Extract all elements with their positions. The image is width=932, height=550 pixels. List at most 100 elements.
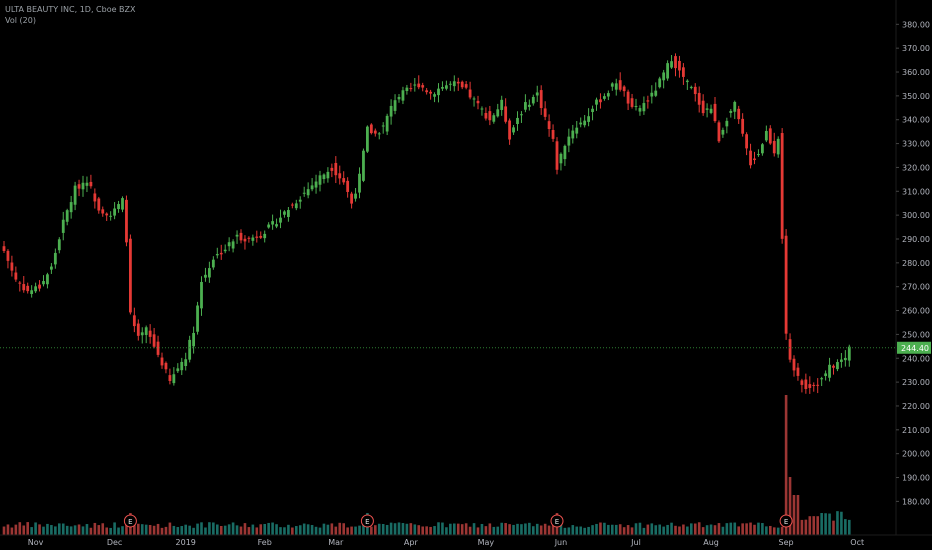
candle <box>595 97 598 111</box>
candle <box>294 199 298 211</box>
candle <box>156 335 160 358</box>
volume-bar <box>425 526 428 535</box>
volume-bar <box>520 524 523 535</box>
candle <box>705 103 709 118</box>
candle <box>516 111 519 131</box>
volume-bar <box>666 524 669 535</box>
volume-bar <box>358 525 361 535</box>
earnings-marker[interactable]: E <box>550 514 564 528</box>
volume-bar <box>579 526 582 535</box>
price-axis[interactable]: 180.00 190.00 200.00 210.00 220.00 230.00 240.… <box>896 20 930 506</box>
volume-bar <box>148 524 152 535</box>
volume-bar <box>575 526 579 535</box>
volume-bar <box>757 522 760 535</box>
candle <box>397 94 401 103</box>
candle <box>488 105 492 126</box>
price-tick-label: 330.00 <box>902 140 930 149</box>
candle <box>480 106 484 116</box>
candle <box>804 373 808 394</box>
candle <box>547 114 551 137</box>
candle <box>456 77 460 91</box>
candle <box>745 132 748 156</box>
volume-bar <box>385 524 389 535</box>
volume-bar <box>776 527 780 535</box>
candle <box>425 88 429 95</box>
volume-bar <box>780 526 784 535</box>
volume-bar <box>121 526 124 535</box>
candle <box>369 123 373 135</box>
volume-bar <box>10 527 14 535</box>
earnings-marker[interactable]: E <box>360 514 374 528</box>
candle <box>302 186 306 197</box>
volume-bar <box>322 523 326 535</box>
volume-bar <box>350 526 353 535</box>
volume-bar <box>117 527 120 535</box>
volume-bar <box>500 522 503 535</box>
candle <box>275 218 278 229</box>
volume-bar <box>460 524 464 535</box>
earnings-marker[interactable]: E <box>779 514 793 528</box>
volume-bar <box>464 523 468 535</box>
price-tick-label: 280.00 <box>902 259 930 268</box>
volume-bar <box>101 523 105 535</box>
candle <box>587 108 590 127</box>
candle <box>50 263 53 274</box>
candle <box>211 256 215 270</box>
volume-bar <box>338 522 342 535</box>
candle <box>658 76 662 89</box>
candle <box>828 357 831 382</box>
price-tick-label: 200.00 <box>902 450 930 459</box>
candle <box>160 352 164 369</box>
candle <box>251 234 255 246</box>
candle <box>618 72 622 92</box>
time-tick-label: Oct <box>850 538 864 547</box>
time-axis[interactable]: Nov Dec 2019 Feb Mar Apr May Jun Jul Aug Sep Oct <box>28 538 864 547</box>
candle <box>413 78 417 92</box>
volume-bar <box>607 524 610 535</box>
candle <box>334 156 338 184</box>
candle <box>527 99 531 111</box>
volume-bar <box>824 513 827 535</box>
volume-bar <box>283 527 286 535</box>
volume-bar <box>456 523 460 535</box>
volume-bar <box>634 523 638 535</box>
candle <box>638 105 642 116</box>
candle <box>559 152 563 171</box>
candle <box>812 382 816 392</box>
candle <box>381 122 385 134</box>
volume-bar <box>812 516 816 535</box>
earnings-marker[interactable]: E <box>123 514 137 528</box>
volume-bar <box>271 522 274 535</box>
candle <box>290 202 294 209</box>
volume-bar <box>219 525 223 535</box>
price-candles <box>2 53 851 394</box>
price-tick-label: 370.00 <box>902 44 930 53</box>
volume-bar <box>69 526 73 535</box>
volume-bar <box>765 526 768 535</box>
volume-bar <box>251 524 255 535</box>
candle <box>385 113 389 136</box>
time-tick-label: May <box>478 538 495 547</box>
volume-bar <box>263 523 266 535</box>
last-price-label: 244.40 <box>897 341 931 354</box>
volume-bar <box>184 524 187 535</box>
volume-bar <box>168 522 172 535</box>
volume-bar <box>496 526 500 535</box>
candle <box>500 95 504 116</box>
volume-bar <box>354 526 357 535</box>
candle <box>362 148 365 183</box>
volume-bar <box>547 525 551 535</box>
candle <box>223 244 227 254</box>
candle <box>184 352 188 371</box>
candle <box>650 85 654 104</box>
volume-bar <box>788 477 792 535</box>
volume-bar <box>535 523 539 535</box>
candle <box>417 75 421 90</box>
candle <box>318 170 322 192</box>
candle <box>535 85 539 102</box>
symbol-title: ULTA BEAUTY INC, 1D, Cboe BZX <box>5 5 136 14</box>
candle <box>73 181 77 211</box>
volume-bar <box>314 526 318 535</box>
volume-bar <box>370 526 373 535</box>
